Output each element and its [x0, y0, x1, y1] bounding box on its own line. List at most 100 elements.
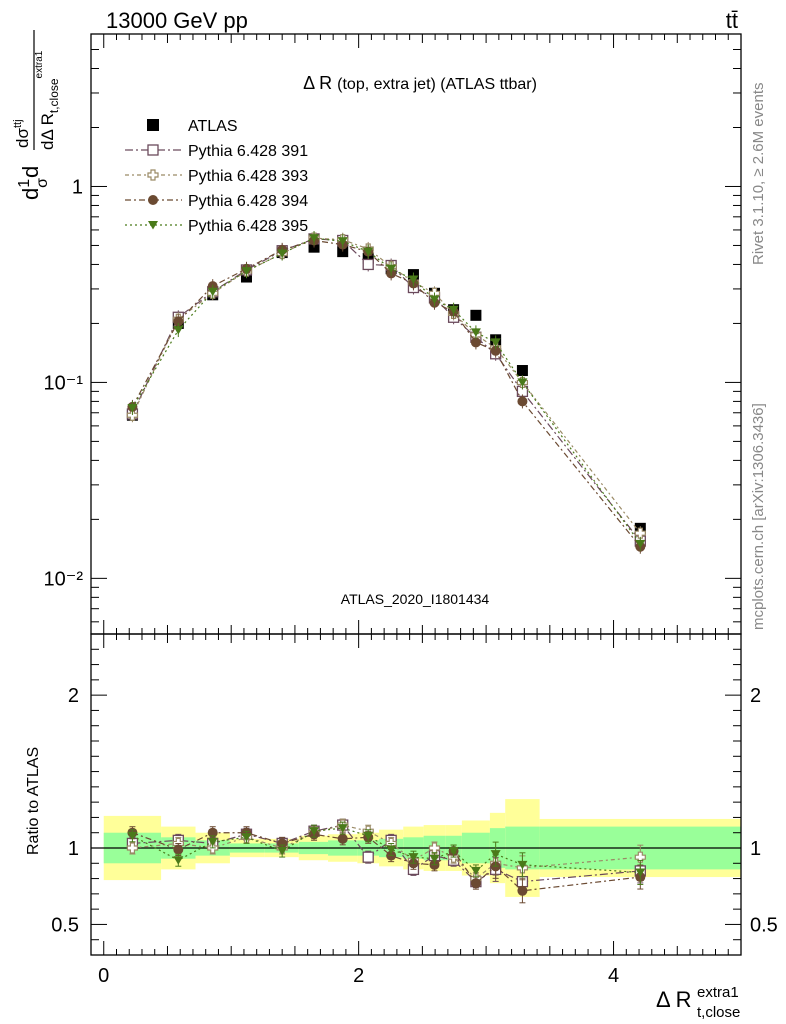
- point-ratio-4-8: [386, 845, 397, 855]
- series-line-1: [131, 238, 641, 542]
- point-ratio-4-15: [635, 868, 646, 877]
- point-ratio-4-6: [337, 824, 348, 833]
- point-ratio-3-4: [277, 838, 288, 849]
- x-axis-label: Δ R: [656, 987, 691, 1012]
- point-main-4-2: [207, 287, 218, 297]
- legend-label-4: Pythia 6.428 395: [188, 218, 308, 235]
- point-main-4-9: [408, 275, 419, 285]
- y-tick-label-2: 10⁻²: [44, 568, 84, 590]
- point-main-3-13: [490, 345, 501, 356]
- point-ratio-4-4: [277, 847, 288, 856]
- point-ratio-4-3: [241, 833, 252, 842]
- y-label-num-sup: ttj: [12, 119, 24, 128]
- ratio-line-2: [132, 824, 641, 880]
- point-ratio-3-1: [173, 844, 184, 855]
- legend-entry-3: Pythia 6.428 394: [125, 193, 308, 210]
- point-ratio-4-11: [448, 847, 459, 856]
- point-ratio-4-12: [470, 866, 481, 876]
- axes: 0 2 4 1 10⁻¹ 10⁻² 0.5 0.5 1 1 2 2: [44, 33, 778, 987]
- y-tick-label-0: 1: [72, 176, 83, 198]
- y-label-num: dσ: [13, 128, 32, 148]
- legend-entry-2: Pythia 6.428 393: [125, 168, 308, 185]
- point-ratio-1-7: [362, 851, 374, 863]
- y-label-den-sub: t,close: [47, 78, 61, 113]
- legend-entry-1: Pythia 6.428 391: [125, 143, 308, 160]
- ratio-tick-right-0: 0.5: [750, 914, 778, 936]
- plot-title-main: Δ R: [303, 73, 332, 93]
- y-label-den: dΔ R: [38, 113, 57, 150]
- point-main-2-0: [126, 409, 139, 421]
- series-ratio-3: [127, 826, 646, 904]
- ratio-line-3: [132, 832, 641, 892]
- series-line-4: [131, 237, 641, 545]
- ratio-tick-right-2: 2: [750, 685, 761, 707]
- legend-marker-2: [147, 169, 159, 181]
- main-plot: [126, 231, 646, 554]
- x-label-sup: extra1: [697, 984, 739, 1001]
- legend-entry-0: ATLAS: [147, 118, 238, 135]
- y-axis-label: d1σd dσttj dΔ Rt,closeextra1: [12, 30, 61, 200]
- x-tick-label-2: 4: [608, 965, 619, 987]
- ratio-y-label: Ratio to ATLAS: [25, 747, 42, 855]
- point-ratio-4-10: [429, 854, 440, 864]
- point-ratio-3-14: [517, 885, 528, 896]
- point-main-4-8: [386, 264, 397, 274]
- x-tick-label-1: 2: [353, 965, 364, 987]
- series-main-0: [126, 241, 646, 534]
- point-main-4-7: [363, 247, 374, 257]
- point-main-4-12: [470, 328, 481, 337]
- point-main-3-1: [173, 316, 184, 327]
- svg-text:d1σd: d1σd: [16, 166, 51, 200]
- point-ratio-3-12: [470, 878, 481, 889]
- plot-title-detail: (top, extra jet) (ATLAS ttbar): [337, 76, 537, 93]
- ratio-tick-left-2: 2: [68, 685, 79, 707]
- point-main-3-14: [517, 396, 528, 407]
- point-main-1-7: [362, 258, 374, 271]
- series-main-4: [127, 231, 646, 551]
- legend-entry-4: Pythia 6.428 395: [125, 218, 308, 235]
- y-label-sigma: σ: [34, 178, 51, 188]
- series-main-3: [127, 233, 646, 554]
- x-tick-label-0: 0: [98, 965, 109, 987]
- point-main-4-4: [277, 249, 288, 258]
- point-ratio-4-5: [309, 827, 320, 836]
- point-main-4-5: [309, 234, 320, 243]
- ratio-tick-left-1: 1: [68, 838, 79, 860]
- legend-label-1: Pythia 6.428 391: [188, 143, 308, 160]
- series-line-3: [131, 239, 641, 548]
- ratio-plot: [126, 818, 646, 904]
- legend-label-2: Pythia 6.428 393: [188, 168, 308, 185]
- rivet-label: Rivet 3.1.10, ≥ 2.6M events: [750, 83, 767, 266]
- point-ratio-4-0: [127, 831, 138, 841]
- y-label-den-sup: extra1: [34, 50, 45, 78]
- svg-text:dσttj: dσttj: [12, 119, 32, 148]
- x-label-sub: t,close: [697, 1004, 740, 1021]
- legend-label-0: ATLAS: [188, 118, 238, 135]
- point-ratio-4-13: [490, 850, 501, 859]
- point-main-0-12: [470, 309, 482, 321]
- point-main-0-14: [516, 365, 528, 377]
- point-ratio-4-9: [408, 853, 419, 862]
- ratio-line-4: [132, 827, 641, 874]
- point-ratio-3-2: [207, 827, 218, 838]
- plot-title: Δ R (top, extra jet) (ATLAS ttbar): [303, 73, 537, 93]
- legend-marker-1: [147, 144, 159, 156]
- point-ratio-4-14: [517, 860, 528, 870]
- point-main-4-6: [337, 237, 348, 246]
- legend: ATLAS Pythia 6.428 391 Pythia 6.428 393 Pyt…: [125, 118, 308, 235]
- series-line-2: [131, 237, 641, 534]
- point-main-0-6: [337, 246, 349, 258]
- ratio-tick-right-1: 1: [750, 838, 761, 860]
- ratio-tick-left-0: 0.5: [51, 914, 79, 936]
- legend-label-3: Pythia 6.428 394: [188, 193, 308, 210]
- legend-marker-3: [148, 195, 158, 205]
- header-left: 13000 GeV pp: [106, 8, 248, 33]
- point-ratio-4-1: [173, 856, 184, 865]
- point-ratio-3-6: [337, 833, 348, 844]
- y-label-d2: d: [18, 166, 43, 178]
- ratio-frame: [90, 633, 742, 956]
- point-ratio-4-2: [207, 837, 218, 847]
- header-right: tt̄: [726, 8, 738, 33]
- legend-marker-4: [148, 221, 158, 230]
- point-main-4-1: [173, 326, 184, 335]
